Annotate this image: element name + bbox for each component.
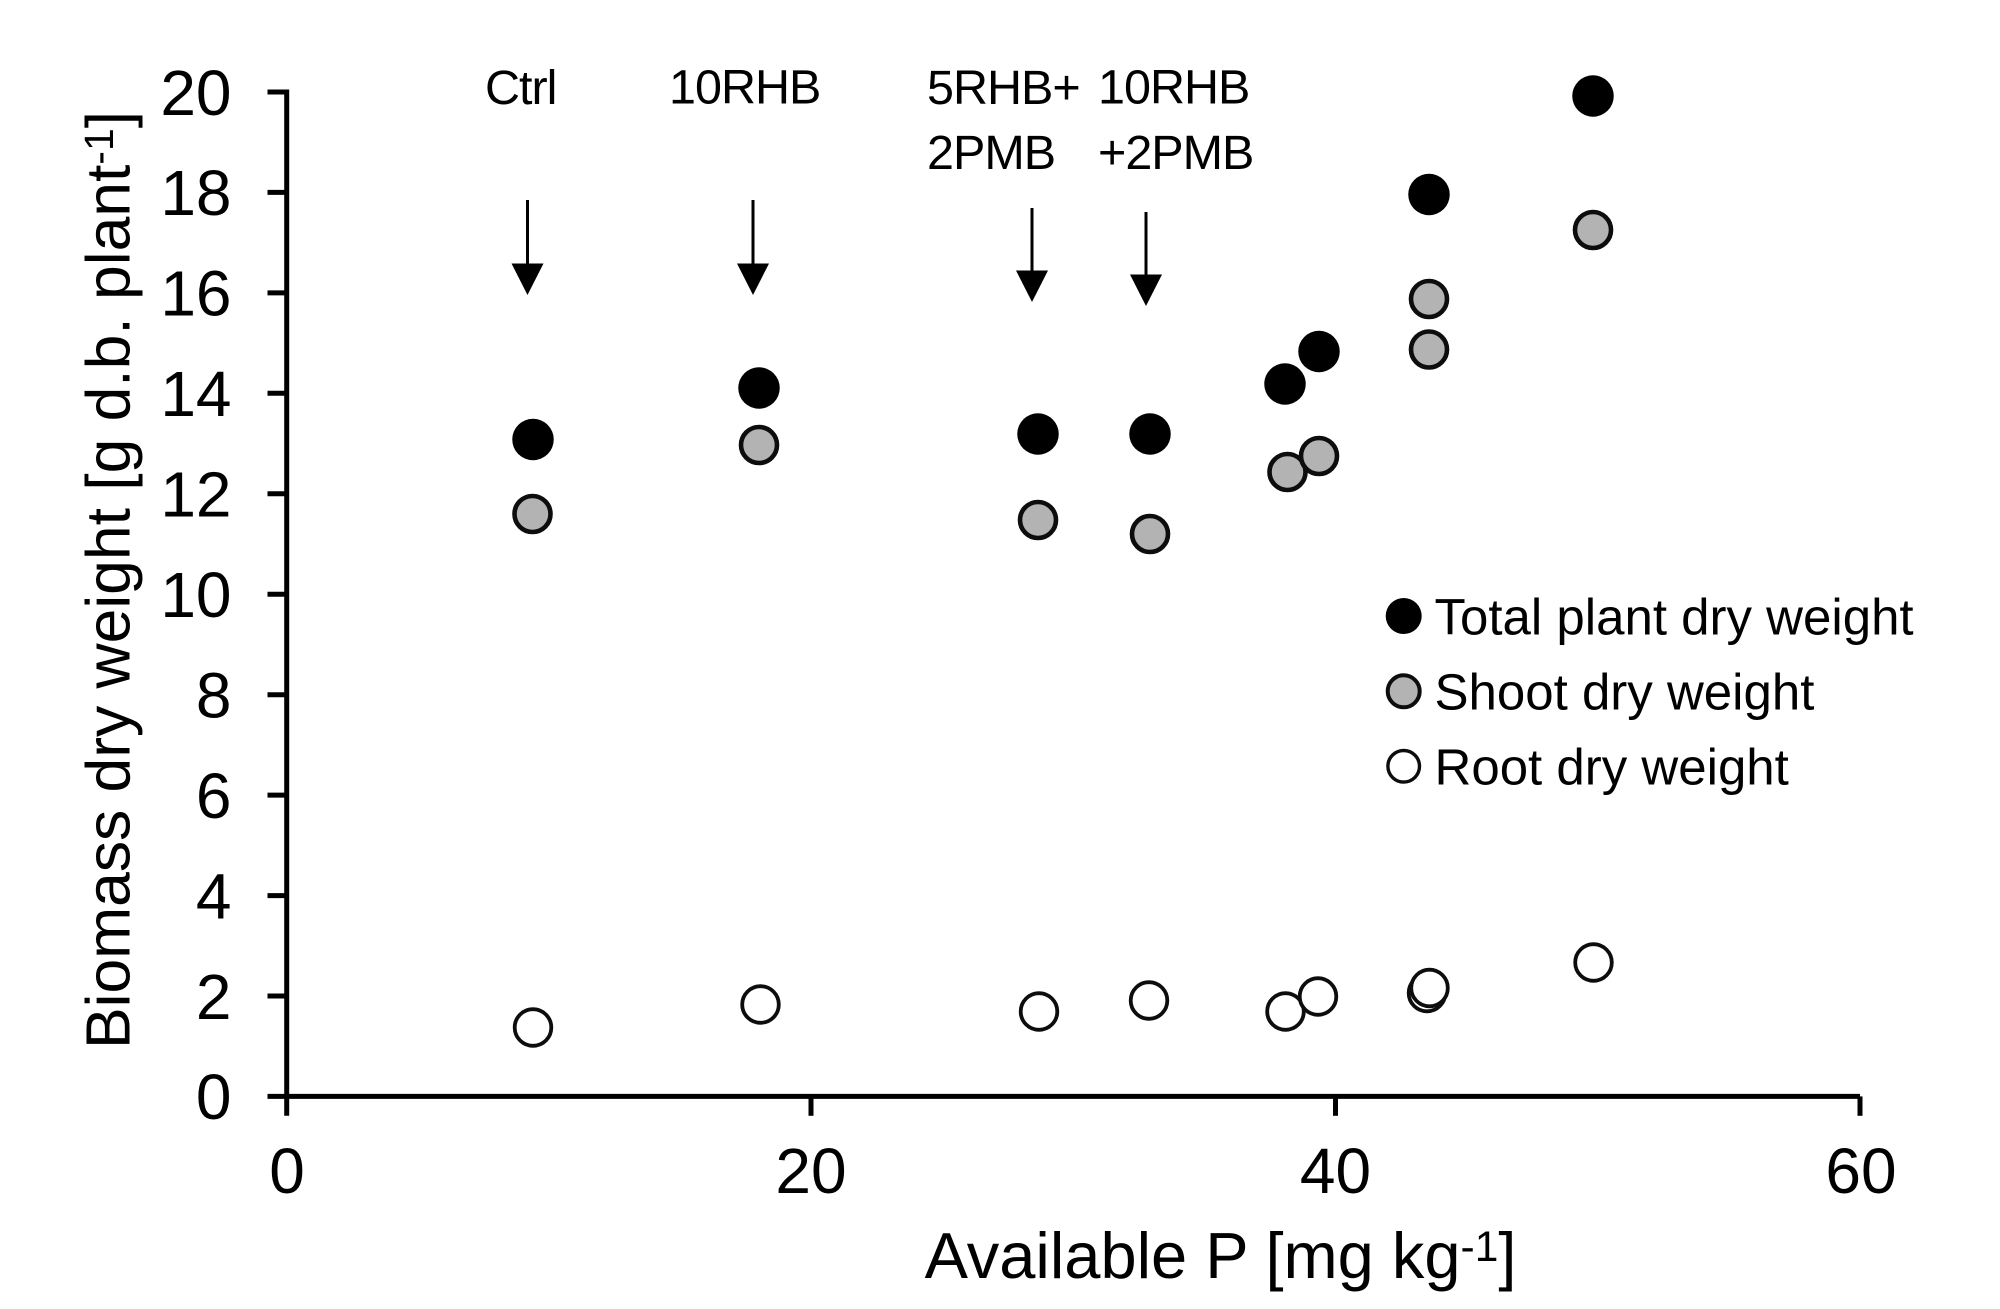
svg-text:4: 4: [196, 860, 232, 932]
svg-text:60: 60: [1825, 1135, 1896, 1207]
svg-text:0: 0: [269, 1135, 305, 1207]
svg-text:0: 0: [196, 1061, 232, 1133]
svg-text:Root dry weight: Root dry weight: [1435, 739, 1789, 796]
svg-text:Shoot dry weight: Shoot dry weight: [1435, 664, 1815, 721]
svg-text:8: 8: [196, 660, 232, 732]
svg-text:18: 18: [160, 157, 231, 229]
svg-text:Available P [mg kg-1]: Available P [mg kg-1]: [925, 1219, 1517, 1292]
svg-text:Ctrl: Ctrl: [485, 61, 556, 115]
svg-text:6: 6: [196, 760, 232, 832]
svg-text:Biomass dry weight [g d.b. pla: Biomass dry weight [g d.b. plant-1]: [75, 111, 144, 1049]
svg-text:5RHB+: 5RHB+: [927, 61, 1080, 115]
svg-text:10: 10: [160, 559, 231, 631]
svg-text:+2PMB: +2PMB: [1098, 126, 1253, 180]
svg-text:20: 20: [775, 1135, 846, 1207]
svg-text:2PMB: 2PMB: [927, 126, 1055, 180]
svg-text:Total plant dry weight: Total plant dry weight: [1435, 589, 1914, 646]
svg-text:14: 14: [160, 358, 231, 430]
svg-text:20: 20: [160, 57, 231, 129]
svg-text:40: 40: [1300, 1135, 1371, 1207]
svg-text:2: 2: [196, 961, 232, 1033]
svg-text:12: 12: [160, 459, 231, 531]
svg-text:10RHB: 10RHB: [1098, 61, 1249, 115]
svg-text:10RHB: 10RHB: [669, 61, 820, 115]
svg-text:16: 16: [160, 258, 231, 330]
